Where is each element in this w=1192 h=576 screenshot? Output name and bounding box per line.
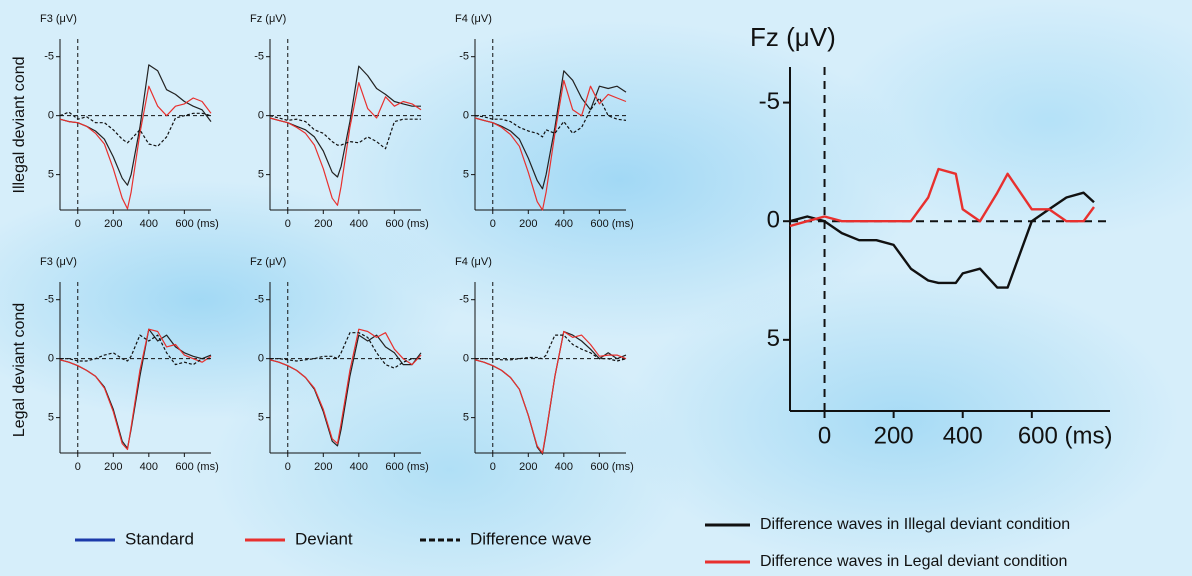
y-tick-label: 5 (767, 325, 780, 352)
series-line (474, 79, 627, 211)
y-tick-label: 5 (48, 412, 54, 424)
legend-label: Deviant (295, 529, 353, 548)
series-line (789, 191, 1095, 289)
x-tick-label: 600 (ms) (175, 461, 218, 473)
chart-title: Fz (μV) (750, 22, 836, 52)
chart-title: F3 (μV) (40, 13, 77, 25)
series-line (474, 97, 627, 138)
series-line (475, 334, 627, 362)
y-tick-label: -5 (254, 51, 264, 63)
series-line (474, 70, 627, 190)
series-line (59, 328, 212, 451)
series-line (789, 167, 1095, 228)
x-tick-label: 200 (104, 218, 122, 230)
x-tick-label: 400 (555, 461, 573, 473)
series-line (269, 328, 422, 445)
x-tick-label: 0 (818, 422, 831, 449)
y-tick-label: 5 (48, 169, 54, 181)
series-line (270, 332, 421, 369)
x-tick-label: 0 (75, 218, 81, 230)
series-line (60, 334, 211, 366)
x-tick-label: 200 (519, 218, 537, 230)
series-line (269, 334, 422, 447)
row-label: Illegal deviant cond (11, 57, 28, 194)
series-line (59, 111, 212, 147)
legend-label: Difference waves in Illegal deviant cond… (760, 516, 1070, 533)
chart-title: F4 (μV) (455, 256, 492, 268)
y-tick-label: 5 (463, 169, 469, 181)
x-tick-label: 0 (490, 461, 496, 473)
x-tick-label: 0 (490, 218, 496, 230)
series-line (269, 65, 421, 178)
y-tick-label: -5 (759, 88, 780, 115)
series-line (269, 82, 422, 206)
y-tick-label: 0 (48, 110, 54, 122)
y-tick-label: 5 (258, 412, 264, 424)
series-line (59, 85, 212, 210)
y-tick-label: -5 (44, 294, 54, 306)
row-label: Legal deviant cond (11, 303, 28, 437)
x-tick-label: 600 (ms) (1018, 422, 1113, 449)
series-line (474, 330, 627, 454)
y-tick-label: -5 (459, 51, 469, 63)
x-tick-label: 400 (350, 461, 368, 473)
y-tick-label: -5 (254, 294, 264, 306)
x-tick-label: 400 (943, 422, 983, 449)
chart-title: Fz (μV) (250, 256, 286, 268)
x-tick-label: 200 (519, 461, 537, 473)
series-line (474, 330, 627, 455)
x-tick-label: 200 (104, 461, 122, 473)
x-tick-label: 600 (ms) (590, 218, 633, 230)
y-tick-label: 0 (767, 207, 780, 234)
x-tick-label: 400 (555, 218, 573, 230)
y-tick-label: 0 (463, 110, 469, 122)
series-line (269, 115, 421, 150)
legend-label: Difference waves in Legal deviant condit… (760, 553, 1067, 570)
x-tick-label: 600 (ms) (385, 461, 428, 473)
y-tick-label: 5 (463, 412, 469, 424)
x-tick-label: 400 (350, 218, 368, 230)
y-tick-label: 5 (258, 169, 264, 181)
chart-title: F3 (μV) (40, 256, 77, 268)
x-tick-label: 200 (314, 218, 332, 230)
x-tick-label: 0 (285, 461, 291, 473)
y-tick-label: 0 (48, 353, 54, 365)
x-tick-label: 200 (874, 422, 914, 449)
x-tick-label: 600 (ms) (590, 461, 633, 473)
y-tick-label: 0 (463, 353, 469, 365)
legend-label: Standard (125, 529, 194, 548)
chart-title: Fz (μV) (250, 13, 286, 25)
chart-title: F4 (μV) (455, 13, 492, 25)
legend-label: Difference wave (470, 529, 592, 548)
x-tick-label: 600 (ms) (385, 218, 428, 230)
x-tick-label: 200 (314, 461, 332, 473)
x-tick-label: 400 (140, 461, 158, 473)
x-tick-label: 600 (ms) (175, 218, 218, 230)
x-tick-label: 0 (285, 218, 291, 230)
y-tick-label: 0 (258, 110, 264, 122)
x-tick-label: 0 (75, 461, 81, 473)
y-tick-label: -5 (459, 294, 469, 306)
y-tick-label: 0 (258, 353, 264, 365)
y-tick-label: -5 (44, 51, 54, 63)
x-tick-label: 400 (140, 218, 158, 230)
